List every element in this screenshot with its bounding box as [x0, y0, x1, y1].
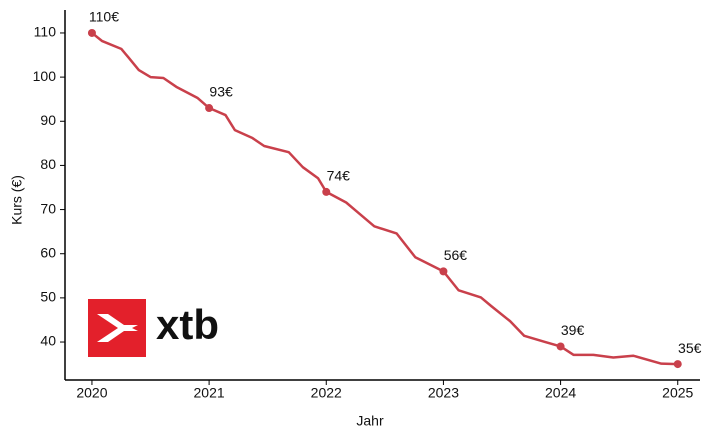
y-tick-label: 100	[33, 68, 57, 84]
annotation-point	[205, 104, 214, 113]
y-tick-label: 80	[40, 156, 56, 172]
annotation-point	[556, 342, 565, 351]
x-tick-label: 2023	[428, 385, 459, 401]
annotation-point	[322, 187, 331, 196]
annotation-label: 74€	[327, 168, 351, 184]
logo: xtb	[88, 299, 219, 357]
annotation-label: 39€	[561, 322, 585, 338]
annotation-label: 35€	[678, 340, 702, 356]
annotation-point	[673, 360, 682, 369]
y-tick-label: 50	[40, 289, 56, 305]
y-tick-label: 90	[40, 112, 56, 128]
x-tick-label: 2020	[76, 385, 107, 401]
y-axis-label: Kurs (€)	[9, 175, 25, 225]
x-tick-label: 2021	[194, 385, 225, 401]
y-tick-label: 60	[40, 244, 56, 260]
x-tick-label: 2024	[545, 385, 576, 401]
y-tick-label: 40	[40, 333, 56, 349]
annotation-label: 56€	[444, 247, 468, 263]
logo-mark	[97, 314, 138, 342]
x-axis-label: Jahr	[356, 413, 384, 429]
logo-square	[88, 299, 146, 357]
x-tick-label: 2025	[662, 385, 693, 401]
y-tick-label: 70	[40, 200, 56, 216]
annotation-label: 110€	[89, 9, 119, 25]
annotation-point	[87, 28, 96, 37]
logo-text: xtb	[156, 301, 219, 348]
x-tick-label: 2022	[311, 385, 342, 401]
annotation-label: 93€	[209, 84, 233, 100]
annotation-point	[439, 267, 448, 276]
y-tick-label: 110	[34, 24, 57, 40]
